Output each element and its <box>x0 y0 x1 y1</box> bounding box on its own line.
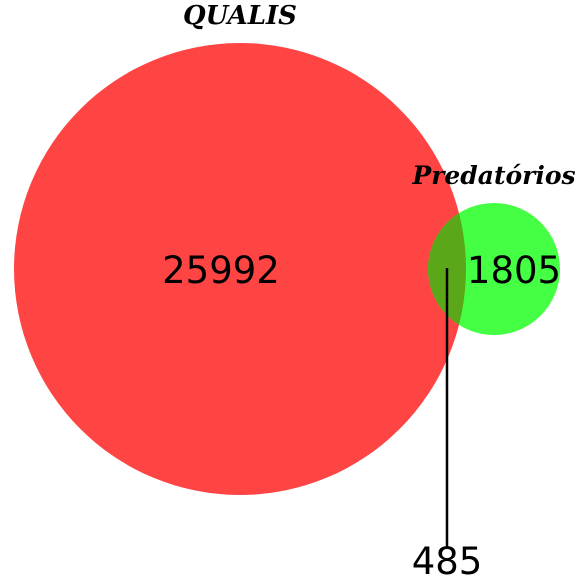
qualis-label: QUALIS <box>183 1 297 31</box>
predatorios-label: Predatórios <box>411 161 575 190</box>
predatorios-only-count: 1805 <box>467 249 561 292</box>
intersection-count: 485 <box>412 540 483 576</box>
qualis-circle <box>14 43 466 495</box>
qualis-only-count: 25992 <box>162 249 280 292</box>
intersection-region <box>428 203 466 335</box>
